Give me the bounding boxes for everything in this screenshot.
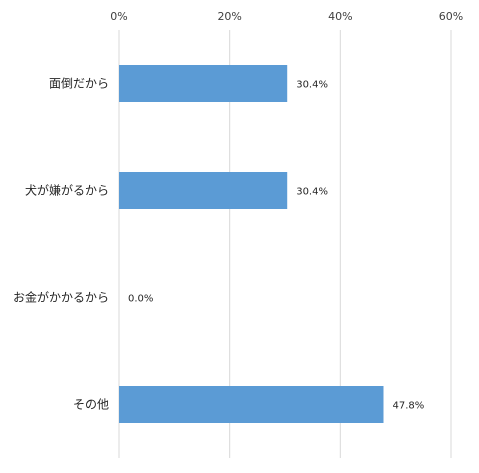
bar bbox=[119, 386, 384, 423]
x-tick-label: 60% bbox=[439, 10, 463, 23]
x-tick-label: 40% bbox=[328, 10, 352, 23]
bars bbox=[119, 65, 384, 423]
data-label: 47.8% bbox=[392, 401, 424, 412]
category-label: その他 bbox=[73, 398, 109, 412]
data-labels: 30.4% 30.4% 0.0% 47.8% bbox=[128, 80, 424, 412]
category-label: 犬が嫌がるから bbox=[25, 183, 109, 198]
x-axis-ticks: 0% 20% 40% 60% bbox=[110, 10, 463, 23]
x-tick-label: 20% bbox=[217, 10, 241, 23]
data-label: 30.4% bbox=[296, 80, 328, 91]
data-label: 0.0% bbox=[128, 294, 153, 305]
bar bbox=[119, 172, 288, 209]
bar bbox=[119, 65, 288, 102]
category-label: 面倒だから bbox=[49, 77, 109, 91]
data-label: 30.4% bbox=[296, 187, 328, 198]
x-tick-label: 0% bbox=[110, 10, 127, 23]
category-label: お金がかかるから bbox=[13, 290, 109, 305]
